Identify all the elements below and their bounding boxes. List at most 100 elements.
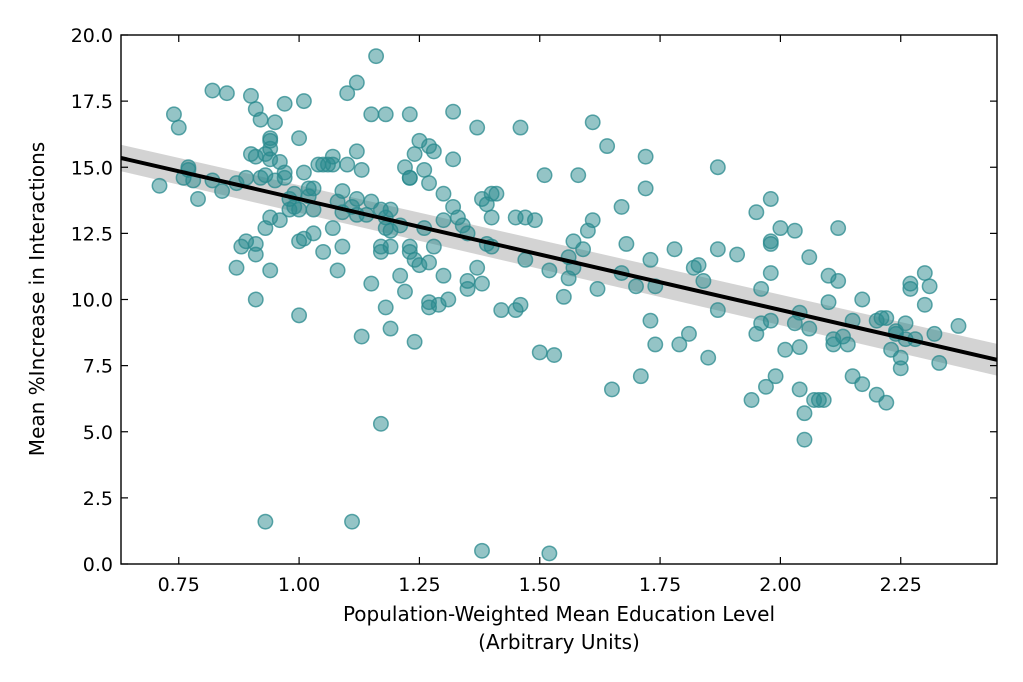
data-point xyxy=(295,164,312,181)
data-point xyxy=(709,302,726,319)
data-point xyxy=(469,119,486,136)
y-tick-label: 2.5 xyxy=(83,488,113,510)
regression-line xyxy=(120,156,998,362)
data-point xyxy=(368,48,385,65)
data-point xyxy=(555,288,572,305)
data-point xyxy=(541,262,558,279)
data-point xyxy=(353,328,370,345)
data-point xyxy=(584,212,601,229)
data-point xyxy=(170,119,187,136)
data-point xyxy=(190,191,206,207)
data-point xyxy=(950,318,967,334)
data-point xyxy=(421,254,437,271)
data-point xyxy=(931,355,948,371)
data-point xyxy=(397,283,413,300)
data-point xyxy=(546,347,563,363)
data-point xyxy=(637,148,654,165)
x-tick-label: 1.00 xyxy=(278,574,320,596)
data-point xyxy=(796,405,813,422)
x-tick-label: 1.25 xyxy=(398,574,440,596)
data-point xyxy=(772,220,789,237)
data-point xyxy=(762,236,779,252)
data-point xyxy=(613,198,630,215)
x-tick-label: 2.25 xyxy=(880,574,922,596)
data-point xyxy=(305,225,322,242)
x-axis-title-line-1: Population-Weighted Mean Education Level xyxy=(343,602,775,626)
data-point xyxy=(401,169,418,186)
data-point xyxy=(435,212,452,229)
data-point xyxy=(815,392,832,408)
data-point xyxy=(762,312,779,329)
data-point xyxy=(541,545,558,562)
data-point xyxy=(854,376,871,393)
data-point xyxy=(786,222,803,239)
data-point xyxy=(830,220,847,237)
data-point xyxy=(271,212,288,229)
data-point xyxy=(681,325,697,342)
data-point xyxy=(517,251,534,268)
data-point xyxy=(743,392,760,408)
data-point xyxy=(647,336,664,353)
regression-line-layer xyxy=(120,156,998,362)
y-tick-label: 17.5 xyxy=(71,91,113,113)
x-tick-label: 0.75 xyxy=(158,574,200,596)
data-point xyxy=(488,185,505,202)
data-point xyxy=(262,262,279,279)
y-tick-label: 15.0 xyxy=(71,157,113,179)
data-point xyxy=(748,204,765,221)
data-point xyxy=(628,278,644,295)
data-point xyxy=(531,344,548,361)
data-point xyxy=(830,273,847,289)
data-point xyxy=(165,106,182,123)
data-point xyxy=(700,349,717,366)
data-point xyxy=(637,180,654,197)
data-point xyxy=(671,336,688,353)
data-point xyxy=(372,415,389,432)
data-point xyxy=(377,299,394,316)
data-point xyxy=(709,241,726,258)
data-point xyxy=(762,265,779,281)
data-point xyxy=(435,185,452,202)
data-point xyxy=(440,291,457,308)
data-point xyxy=(334,183,351,200)
data-point xyxy=(382,238,399,255)
data-point xyxy=(339,85,356,102)
data-point xyxy=(324,220,341,237)
y-tick-label: 12.5 xyxy=(71,223,113,245)
data-point xyxy=(247,246,264,263)
data-point xyxy=(382,201,399,218)
data-point xyxy=(416,161,433,178)
data-point xyxy=(878,310,895,326)
data-point xyxy=(151,177,168,194)
data-point xyxy=(512,119,529,136)
data-point xyxy=(589,280,606,297)
data-point xyxy=(238,169,255,186)
data-point xyxy=(801,249,818,266)
data-point xyxy=(642,312,659,329)
x-ticks-layer: 0.75 1.00 1.25 1.50 1.75 2.00 2.25 xyxy=(158,35,922,596)
data-point xyxy=(401,106,418,123)
data-point xyxy=(276,95,293,112)
data-point xyxy=(892,360,909,377)
data-point xyxy=(252,111,269,128)
data-point xyxy=(767,368,784,385)
data-point xyxy=(228,259,245,276)
data-point xyxy=(291,130,308,147)
data-point xyxy=(512,296,529,313)
data-point xyxy=(854,291,871,308)
data-point xyxy=(363,106,380,123)
y-tick-label: 7.5 xyxy=(83,356,113,378)
data-point xyxy=(758,378,774,395)
data-point xyxy=(820,294,837,311)
data-point xyxy=(753,280,770,297)
data-point xyxy=(459,280,476,297)
data-point xyxy=(267,114,283,131)
data-point xyxy=(777,341,794,358)
data-point xyxy=(791,381,808,398)
y-tick-label: 0.0 xyxy=(83,554,113,576)
data-point xyxy=(603,381,620,398)
data-point xyxy=(926,325,943,342)
data-point xyxy=(353,161,370,178)
data-point xyxy=(291,307,308,324)
data-point xyxy=(902,280,919,297)
